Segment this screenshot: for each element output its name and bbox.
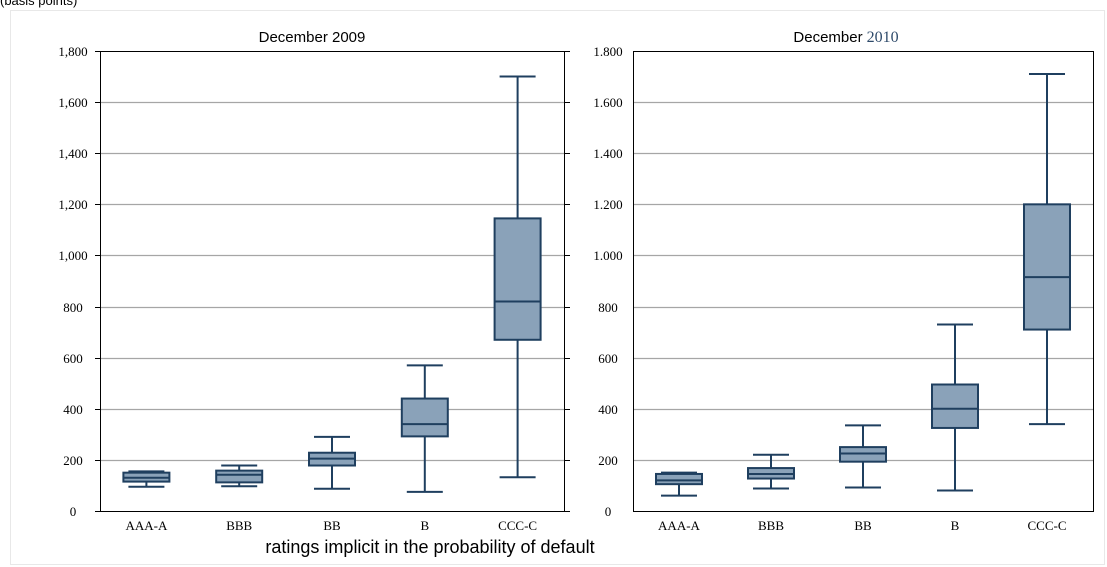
plot-area-2009 [100, 51, 565, 512]
y-tick-label-2010-1200: 1.200 [593, 197, 622, 212]
y-tick-label-2009-0: 0 [70, 504, 77, 519]
x-tick-label-2010-bbb: BBB [758, 518, 784, 533]
plot-area-2010 [633, 51, 1094, 512]
chart-title-2010-year: 2010 [867, 29, 899, 46]
chart-title-2009: December 2009 [259, 29, 366, 46]
x-tick-label-2009-bbb: BBB [226, 518, 252, 533]
x-axis-2009: AAA-A BBB BB B CCC-C [125, 518, 537, 533]
y-tick-label-2009-1000: 1,000 [58, 248, 87, 263]
y-tick-label-2010-600: 600 [598, 351, 618, 366]
y-axis-2009: 0 200 400 600 800 1,000 1,200 1,400 1,600 1,800 [58, 44, 100, 519]
y-tick-label-2010-1600: 1.600 [593, 95, 622, 110]
y-tick-label-2010-1400: 1.400 [593, 146, 622, 161]
x-tick-label-2009-ccc-c: CCC-C [498, 518, 537, 533]
box-2009-b [400, 364, 449, 493]
x-axis-2010: AAA-A BBB BB B CCC-C [658, 518, 1066, 533]
box-2010-b [931, 323, 979, 492]
x-tick-label-2010-aaa-a: AAA-A [658, 518, 700, 533]
chart-december-2009: 0 200 400 600 800 1,000 1,200 1,400 1,600 1,800 A… [58, 29, 565, 533]
box-2009-ccc-c [493, 75, 542, 479]
iqr-box-2010-ccc-c [1023, 203, 1071, 331]
box-2010-ccc-c [1023, 73, 1071, 426]
y-tick-label-2010-800: 800 [598, 300, 618, 315]
x-tick-label-2009-b: B [420, 518, 429, 533]
box-2009-aaa-a [122, 470, 171, 488]
y-tick-label-2010-200: 200 [598, 453, 618, 468]
y-tick-label-2010-0: 0 [605, 504, 612, 519]
y-tick-label-2009-800: 800 [63, 300, 83, 315]
box-2009-bbb [215, 464, 264, 488]
y-tick-label-2009-1800: 1,800 [58, 44, 87, 59]
y-tick-label-2009-400: 400 [63, 402, 83, 417]
iqr-box-2009-ccc-c [493, 217, 542, 341]
iqr-box-2009-bbb [215, 469, 264, 484]
x-axis-label: ratings implicit in the probability of d… [265, 537, 594, 557]
box-2009-bb [308, 435, 356, 490]
figure-frame [10, 10, 1105, 565]
gridlines-2009 [100, 101, 564, 462]
y-tick-label-2010-400: 400 [598, 402, 618, 417]
chart-title-2010-main: December [793, 29, 862, 46]
units-note: (basis points) [0, 0, 77, 8]
chart-title-2010: December 2010 [793, 29, 898, 46]
iqr-box-2010-aaa-a [655, 472, 703, 486]
boxes-2010 [655, 73, 1071, 497]
y-tick-label-2010-1000: 1.000 [593, 248, 622, 263]
y-tick-label-2009-600: 600 [63, 351, 83, 366]
y-tick-label-2009-1200: 1,200 [58, 197, 87, 212]
x-tick-label-2010-ccc-c: CCC-C [1027, 518, 1066, 533]
box-2010-bb [839, 424, 887, 489]
chart-december-2010: 0 200 400 600 800 1.000 1.200 1.400 1.600 1.800 A… [564, 29, 1094, 533]
x-tick-label-2010-bb: BB [854, 518, 872, 533]
iqr-box-2010-b [931, 383, 979, 429]
x-tick-label-2009-aaa-a: AAA-A [125, 518, 167, 533]
y-axis-2010: 0 200 400 600 800 1.000 1.200 1.400 1.600 1.800 [564, 44, 623, 519]
y-tick-label-2009-1400: 1,400 [58, 146, 87, 161]
box-2010-bbb [747, 453, 795, 490]
y-tick-label-2010-1800: 1.800 [593, 44, 622, 59]
y-tick-label-2009-1600: 1,600 [58, 95, 87, 110]
boxes-2009 [122, 75, 542, 493]
x-tick-label-2009-bb: BB [323, 518, 341, 533]
iqr-box-2009-b [400, 397, 449, 438]
box-2010-aaa-a [655, 471, 703, 497]
y-tick-label-2009-200: 200 [63, 453, 83, 468]
x-tick-label-2010-b: B [951, 518, 960, 533]
